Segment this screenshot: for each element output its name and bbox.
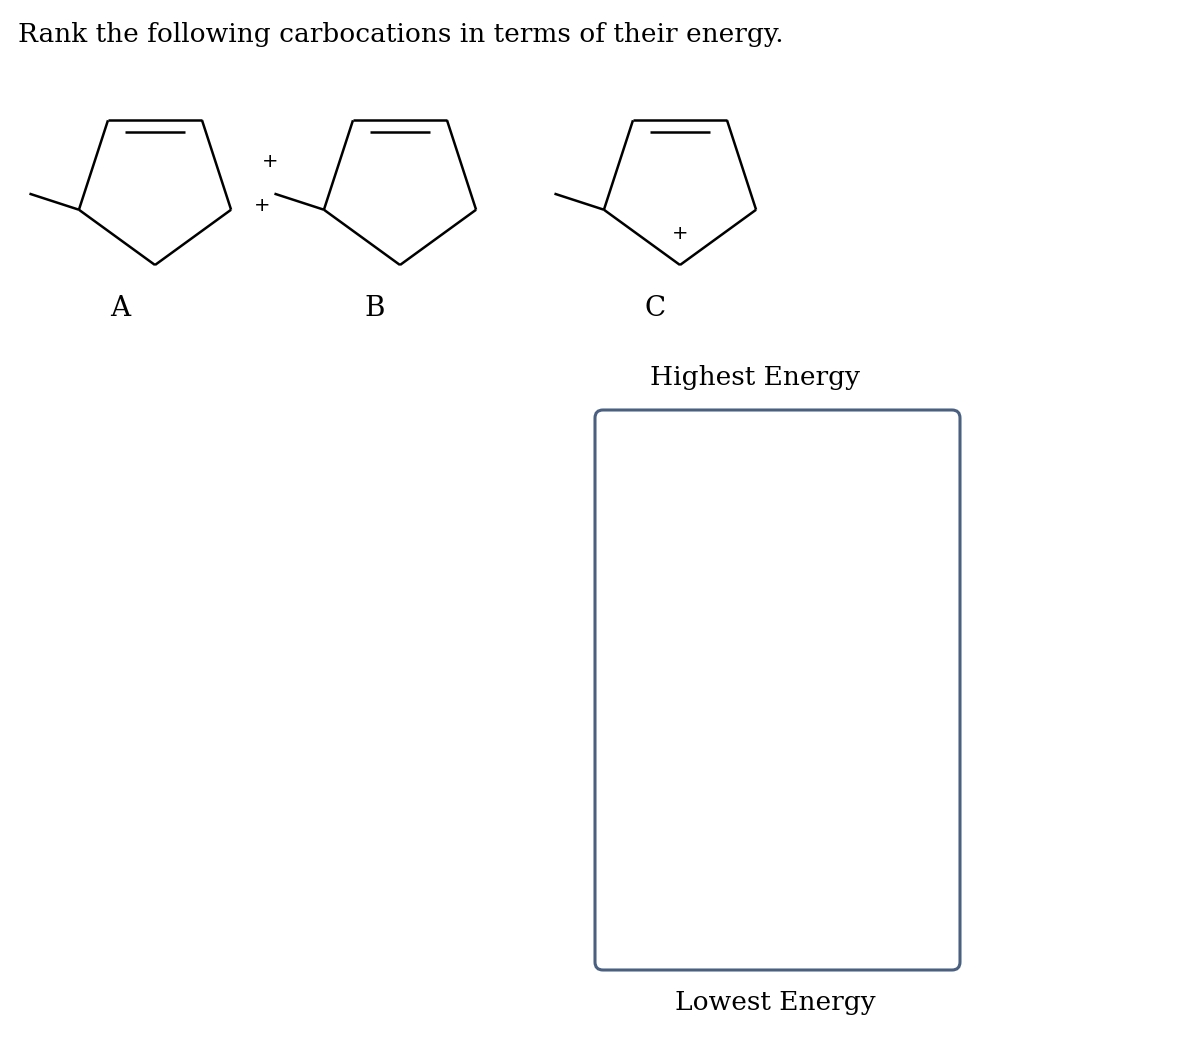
FancyBboxPatch shape — [595, 410, 960, 970]
Text: A: A — [110, 295, 130, 322]
Text: +: + — [672, 223, 689, 243]
Text: Lowest Energy: Lowest Energy — [674, 990, 875, 1015]
Text: Rank the following carbocations in terms of their energy.: Rank the following carbocations in terms… — [18, 22, 784, 47]
Text: +: + — [253, 196, 270, 215]
Text: Highest Energy: Highest Energy — [650, 365, 860, 390]
Text: +: + — [263, 152, 278, 171]
Text: B: B — [365, 295, 385, 322]
Text: C: C — [644, 295, 666, 322]
